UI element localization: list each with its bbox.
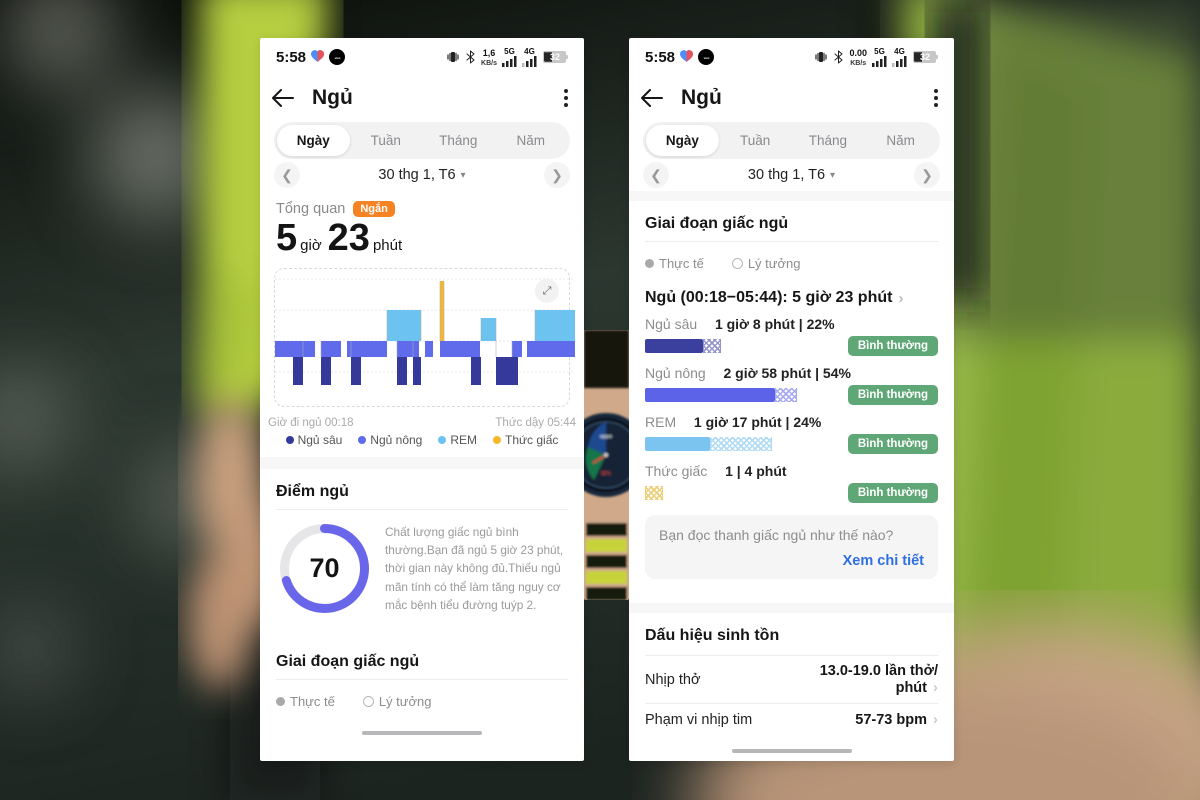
svg-text:vivo: vivo [703, 55, 709, 59]
svg-text:vivo: vivo [334, 55, 340, 59]
svg-text:92%: 92% [601, 471, 612, 477]
svg-text:oppo: oppo [600, 434, 612, 440]
